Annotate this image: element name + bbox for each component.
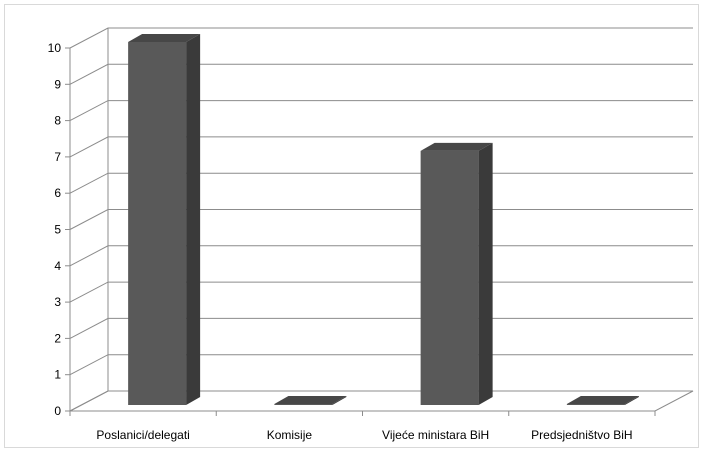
y-tick-label: 3 <box>54 295 61 309</box>
axes <box>65 28 694 416</box>
bar-top <box>274 396 347 404</box>
y-tick-label: 5 <box>54 223 61 237</box>
bar-front <box>420 150 479 405</box>
y-tick-labels: 0 1 2 3 4 5 6 7 8 9 10 <box>48 41 62 418</box>
y-tick-label: 7 <box>54 150 61 164</box>
x-category-label: Predsjedništvo BiH <box>531 428 632 442</box>
bar <box>128 34 201 405</box>
bar-front <box>566 404 625 405</box>
x-tick-labels: Poslanici/delegati Komisije Vijeće minista… <box>96 428 632 442</box>
bar-top <box>420 142 493 151</box>
y-tick-label: 0 <box>54 404 61 418</box>
x-category-label: Poslanici/delegati <box>96 428 189 442</box>
bar-side <box>332 396 347 405</box>
bar-side <box>186 34 201 405</box>
y-tick-label: 4 <box>54 259 61 273</box>
bar-side <box>478 142 493 405</box>
chart-frame <box>4 4 699 448</box>
y-tick-label: 1 <box>54 368 61 382</box>
bar <box>420 142 493 405</box>
bar <box>566 396 639 405</box>
y-tick-label: 6 <box>54 186 61 200</box>
bar-front <box>274 404 333 405</box>
bar <box>274 396 347 405</box>
bar-top <box>128 34 201 42</box>
x-category-label: Komisije <box>267 428 313 442</box>
y-tick-label: 9 <box>54 77 61 91</box>
bar-top <box>566 396 639 404</box>
y-tick-label: 8 <box>54 114 61 128</box>
floor-plane <box>69 390 694 412</box>
bars <box>128 34 639 405</box>
bar-front <box>128 42 187 405</box>
bar-side <box>624 396 639 405</box>
y-tick-label: 2 <box>54 331 61 345</box>
y-tick-label: 10 <box>48 41 62 55</box>
x-category-label: Vijeće ministara BiH <box>382 428 489 442</box>
